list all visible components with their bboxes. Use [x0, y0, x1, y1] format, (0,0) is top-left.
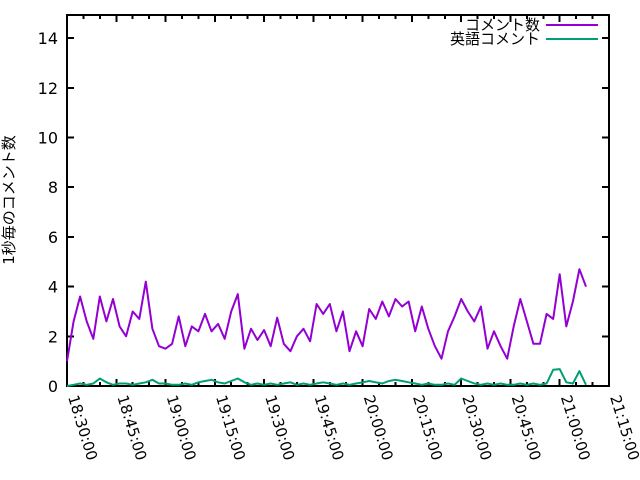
y-tick-label: 0: [48, 377, 58, 396]
x-tick-label: 21:15:00: [606, 393, 640, 463]
y-axis-title: 1秒毎のコメント数: [0, 135, 18, 265]
y-tick-label: 12: [38, 79, 58, 98]
x-tick-label: 19:30:00: [261, 393, 298, 463]
x-tick-label: 18:45:00: [113, 393, 150, 463]
legend-label-english-comments: 英語コメント: [450, 30, 540, 48]
x-tick-label: 20:45:00: [508, 393, 545, 463]
y-tick-label: 2: [48, 327, 58, 346]
y-tick-label: 14: [38, 29, 58, 48]
series-line-comments: [66, 268, 587, 362]
x-tick-label: 19:00:00: [163, 393, 200, 463]
y-tick-label: 6: [48, 228, 58, 247]
x-tick-label: 20:30:00: [458, 393, 495, 463]
x-tick-label: 19:15:00: [212, 393, 249, 463]
x-tick-label: 21:00:00: [557, 393, 594, 463]
y-tick-label: 10: [38, 129, 58, 148]
x-tick-label: 18:30:00: [64, 393, 101, 463]
y-tick-label: 4: [48, 278, 58, 297]
series-line-english-comments: [66, 368, 587, 387]
x-tick-label: 20:00:00: [360, 393, 397, 463]
y-tick-label: 8: [48, 178, 58, 197]
legend-label-comments: コメント数: [465, 16, 540, 34]
plot-border: [66, 14, 610, 387]
x-tick-label: 20:15:00: [409, 393, 446, 463]
x-tick-label: 19:45:00: [311, 393, 348, 463]
